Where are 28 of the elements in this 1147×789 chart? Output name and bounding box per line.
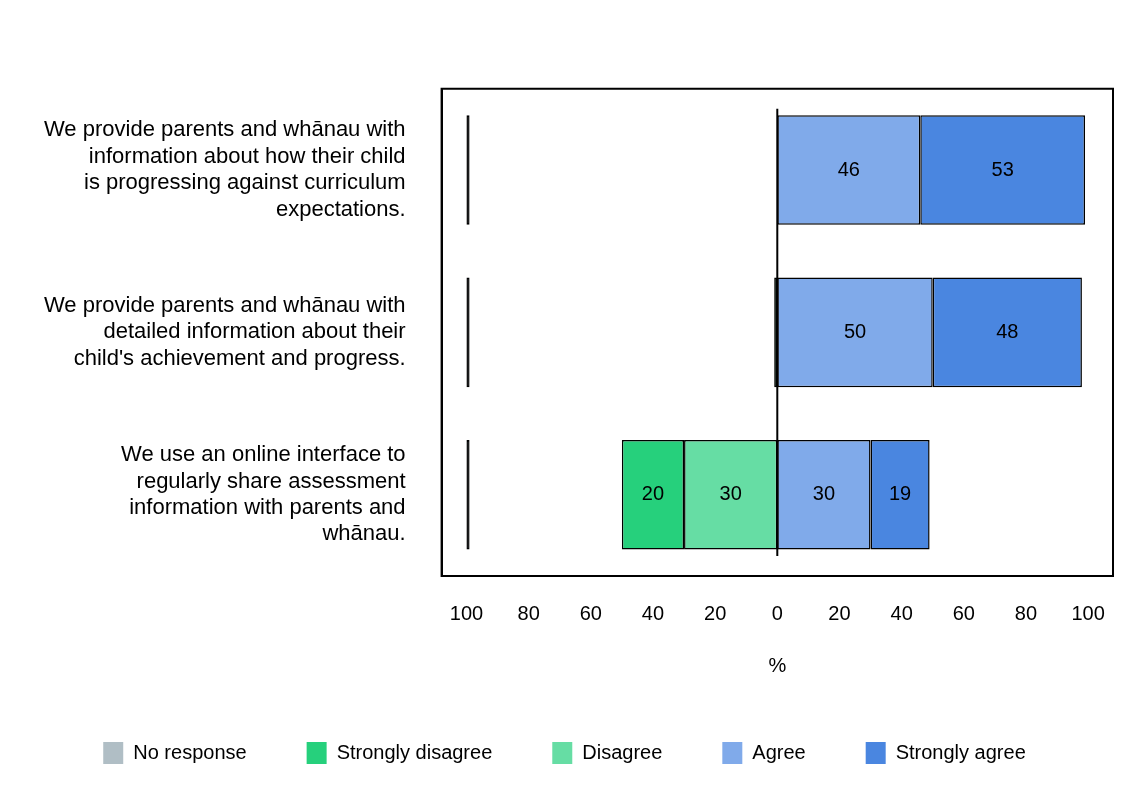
legend-label: Disagree (582, 740, 663, 763)
data-label: 48 (996, 319, 1019, 342)
x-tick-label: 60 (952, 601, 975, 624)
data-label: 53 (991, 157, 1014, 180)
data-label: 50 (843, 319, 867, 342)
x-tick-label: 100 (1071, 601, 1105, 624)
legend-label: Agree (752, 740, 806, 763)
data-label: 20 (641, 482, 665, 505)
data-label: 19 (888, 482, 912, 505)
x-tick-label: 20 (704, 601, 727, 624)
x-tick-label: 40 (890, 601, 913, 624)
data-label: 46 (837, 157, 860, 180)
x-tick-label: 80 (1014, 601, 1038, 624)
legend-label: Strongly agree (895, 740, 1026, 763)
x-tick-label: 0 (771, 601, 783, 624)
x-tick-label: 80 (517, 601, 540, 624)
y-tick-label: We provide parents and whānau with information about how their child is progressing against curriculum expectations. (44, 116, 406, 221)
legend-label: Strongly disagree (336, 740, 493, 763)
data-label: 30 (812, 482, 836, 505)
x-tick-label: 40 (641, 601, 665, 624)
legend-label: No response (133, 740, 247, 763)
x-axis-title: % (768, 653, 787, 676)
x-tick-label: 20 (828, 601, 851, 624)
data-label: 30 (719, 482, 742, 505)
y-tick-label: We use an online interface to regularly share assessment information with parents and whānau. (121, 441, 406, 546)
x-tick-label: 60 (579, 601, 602, 624)
y-tick-label: We provide parents and whānau with detailed information about their child's achievement and progress. (44, 292, 406, 370)
x-tick-label: 100 (449, 601, 484, 624)
